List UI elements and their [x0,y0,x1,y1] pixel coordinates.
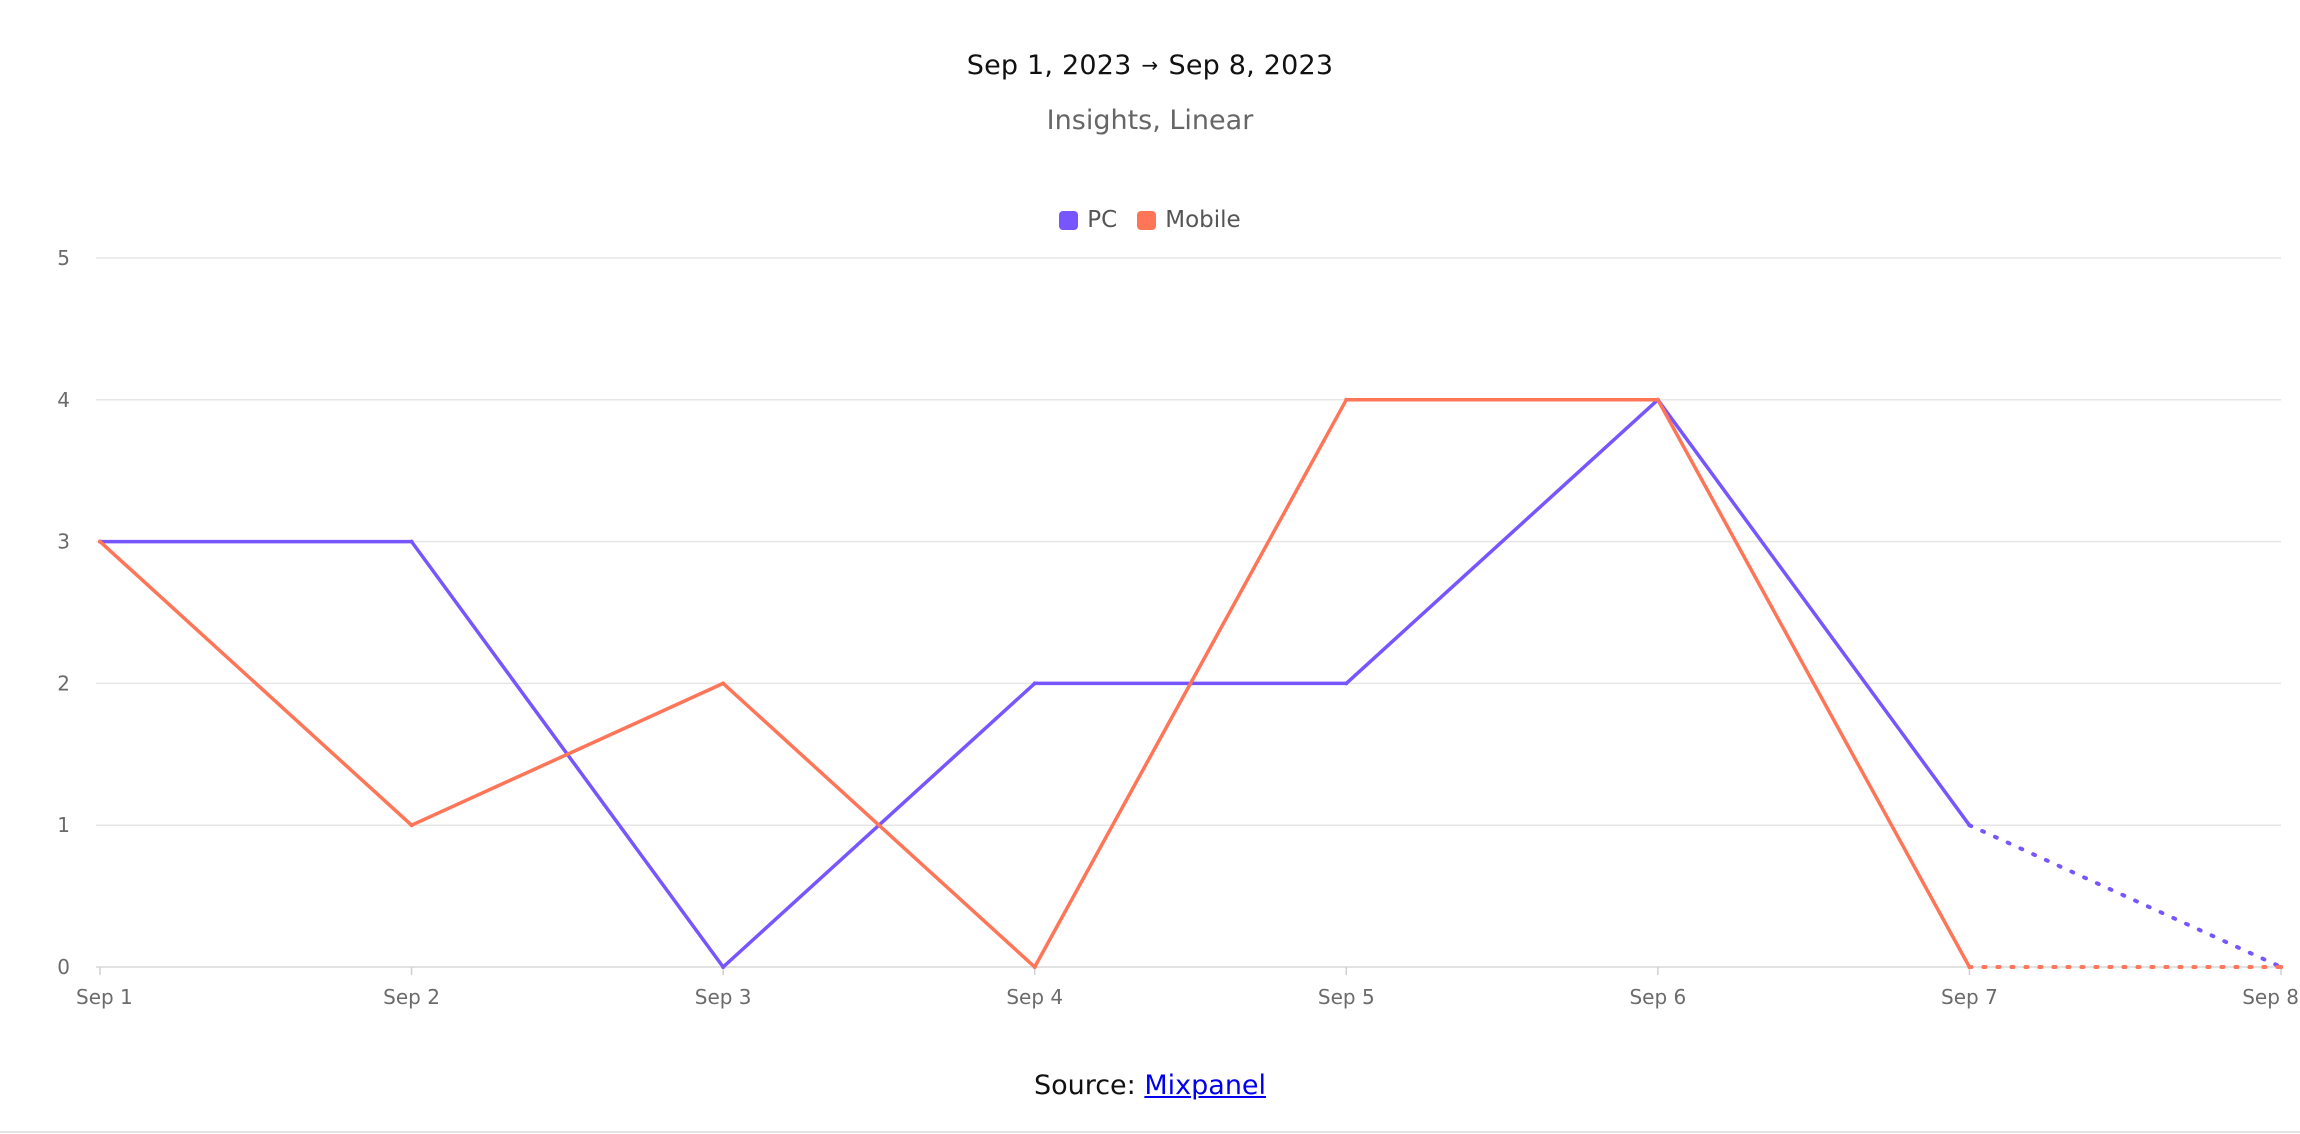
x-tick-label: Sep 6 [1629,985,1686,1009]
data-point-mobile[interactable] [98,539,102,544]
y-tick-label: 5 [57,246,70,270]
chart-date-range: Sep 1, 2023 → Sep 8, 2023 [0,50,2300,81]
data-point-mobile[interactable] [721,681,726,686]
y-axis-ticks: 0 1 2 3 4 5 [57,246,70,979]
data-point-mobile[interactable] [1967,965,1972,969]
date-range-end: Sep 8, 2023 [1168,50,1334,81]
y-tick-label: 3 [57,530,70,554]
y-tick-label: 4 [57,388,70,412]
y-tick-label: 0 [57,955,70,979]
x-tick-label: Sep 5 [1318,985,1375,1009]
data-point-pc[interactable] [721,965,726,969]
data-point-pc[interactable] [1344,681,1349,686]
series-line-pc-incomplete[interactable] [1967,823,2283,969]
x-tick-label: Sep 1 [76,985,133,1009]
x-axis-ticks: Sep 1 Sep 2 Sep 3 Sep 4 Sep 5 Sep 6 Sep 7 Sep 8 [76,967,2299,1009]
date-range-start: Sep 1, 2023 [966,50,1132,81]
grid-lines [96,257,2281,968]
y-tick-label: 1 [57,813,70,837]
x-tick-label: Sep 2 [383,985,440,1009]
legend-swatch-mobile [1137,210,1157,230]
legend-swatch-pc [1059,210,1079,230]
data-point-pc[interactable] [1032,681,1037,686]
x-tick-label: Sep 7 [1941,985,1998,1009]
data-point-mobile[interactable] [1655,397,1660,402]
y-tick-label: 2 [57,671,70,695]
source-credit: Source: Mixpanel [0,1070,2300,1101]
data-point-mobile[interactable] [1032,965,1037,969]
data-point-mobile[interactable] [1344,397,1349,402]
arrow-right-icon: → [1141,53,1159,77]
x-tick-label: Sep 4 [1006,985,1063,1009]
data-point-mobile[interactable] [409,823,414,828]
legend-item-pc[interactable]: PC [1059,207,1117,233]
legend-label-pc: PC [1087,207,1118,233]
x-tick-label: Sep 3 [695,985,752,1009]
data-point-pc[interactable] [1967,823,1972,828]
legend-item-mobile[interactable]: Mobile [1137,207,1241,233]
data-point-pc[interactable] [409,539,414,544]
legend-label-mobile: Mobile [1165,207,1241,233]
divider [0,1131,2300,1133]
data-point-mobile[interactable] [2279,965,2283,969]
chart-subtitle: Insights, Linear [1046,105,1254,136]
x-tick-label: Sep 8 [2242,985,2299,1009]
series-lines [98,397,2283,969]
source-link[interactable]: Mixpanel [1144,1070,1267,1101]
chart-legend: PC Mobile [0,207,2300,233]
source-prefix: Source: [1033,1070,1145,1101]
